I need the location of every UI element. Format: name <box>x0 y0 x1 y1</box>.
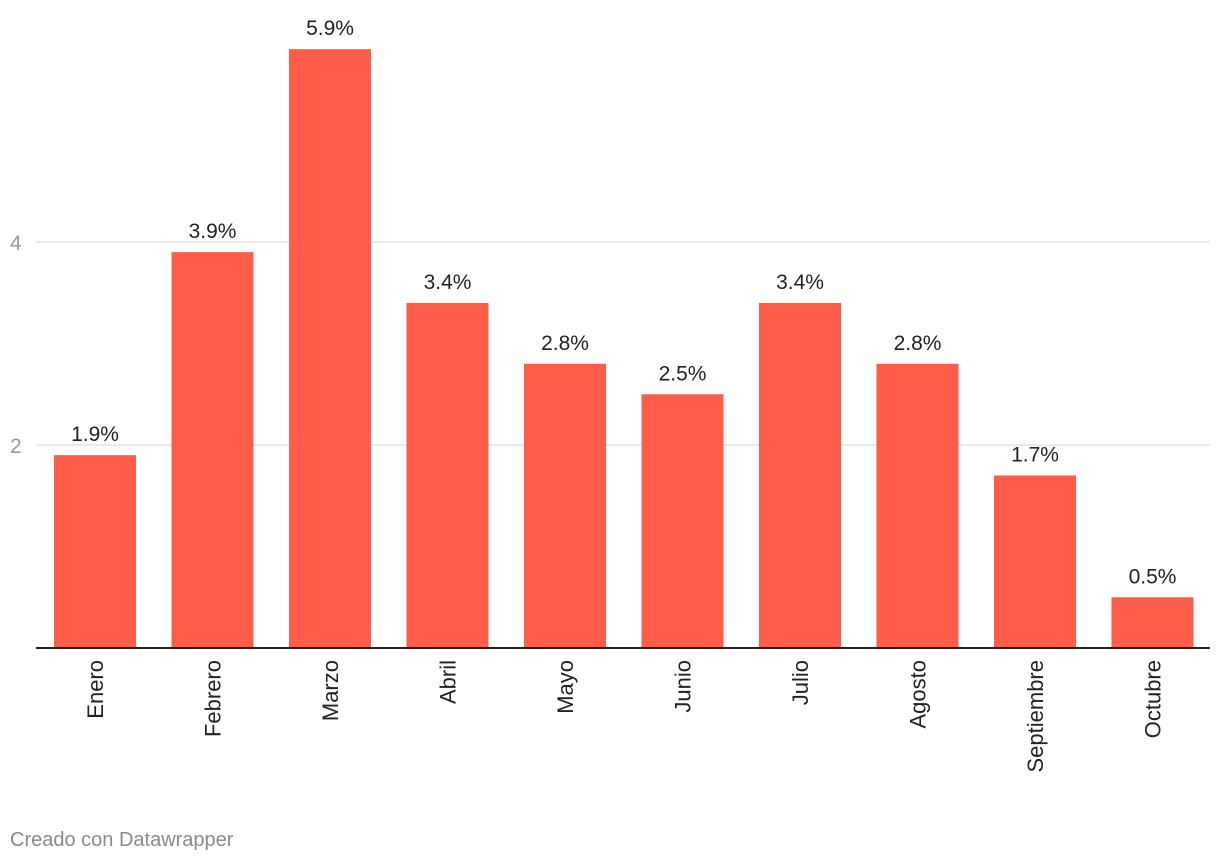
category-label: Septiembre <box>1023 660 1048 773</box>
value-label: 2.5% <box>659 362 707 385</box>
category-label: Abril <box>436 660 461 704</box>
value-label: 0.5% <box>1129 565 1177 588</box>
category-label: Marzo <box>318 660 343 721</box>
category-label: Febrero <box>201 660 226 737</box>
category-label: Agosto <box>906 660 931 729</box>
y-tick-label: 4 <box>10 232 22 255</box>
value-label: 2.8% <box>894 332 942 355</box>
bar <box>171 252 254 648</box>
category-label: Mayo <box>553 660 578 714</box>
bar <box>406 302 489 648</box>
category-label: Enero <box>83 660 108 719</box>
value-label: 1.9% <box>71 423 119 446</box>
bar <box>524 363 606 648</box>
value-label: 3.9% <box>189 220 237 243</box>
credit-text: Creado con Datawrapper <box>10 829 234 851</box>
value-label: 1.7% <box>1011 443 1059 466</box>
value-label: 3.4% <box>776 271 824 294</box>
y-tick-label: 2 <box>10 435 22 458</box>
bar <box>54 455 136 648</box>
bar <box>994 475 1076 648</box>
value-label: 5.9% <box>306 17 354 40</box>
category-label: Junio <box>671 660 696 713</box>
bar <box>641 394 724 648</box>
bar <box>1111 597 1194 648</box>
value-label: 2.8% <box>541 332 589 355</box>
bar <box>289 49 371 648</box>
bar <box>759 302 841 648</box>
value-label: 3.4% <box>424 271 472 294</box>
bar <box>876 363 959 648</box>
category-label: Julio <box>788 660 813 705</box>
category-label: Octubre <box>1141 660 1166 738</box>
